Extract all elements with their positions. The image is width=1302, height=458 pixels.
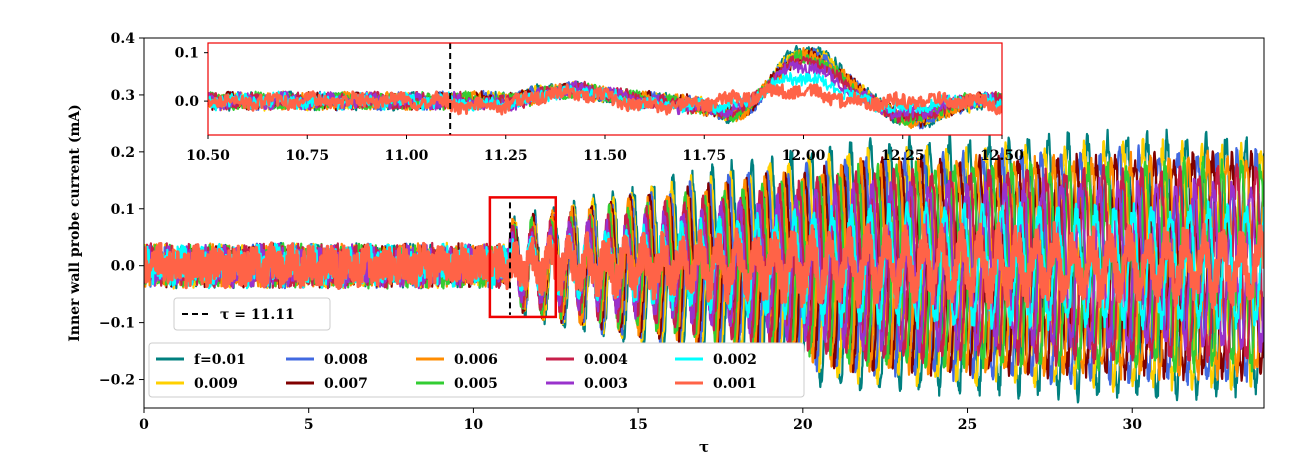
main-y-tick-label: −0.1: [99, 316, 135, 332]
inset-x-tick-label: 11.00: [385, 148, 429, 164]
inset-series-line: [208, 49, 1002, 126]
y-axis-label: Inner wall probe current (mA): [67, 104, 83, 342]
inset-x-tick-label: 11.25: [484, 148, 528, 164]
series-legend: f=0.01 0.009 0.008 0.007 0.006 0.005 0.004 0.00…: [148, 342, 805, 398]
main-x-tick-label: 0: [139, 417, 149, 433]
legend-label: 0.003: [584, 376, 628, 392]
inset-x-tick-label: 11.50: [583, 148, 627, 164]
main-y-tick-label: 0.3: [111, 88, 135, 104]
legend-label: 0.005: [454, 376, 498, 392]
inset-x-tick-label: 10.50: [186, 148, 230, 164]
legend-label: 0.007: [324, 376, 368, 392]
main-x-ticks: 0 5 10 15 20 25 30: [139, 408, 1142, 433]
legend-label: 0.002: [713, 352, 757, 368]
main-y-tick-label: 0.1: [111, 202, 135, 218]
x-axis-label: τ: [699, 438, 709, 456]
main-x-tick-label: 30: [1122, 417, 1142, 433]
main-plot-frame: [143, 37, 1265, 409]
main-y-tick-label: 0.2: [111, 145, 135, 161]
main-x-tick-label: 15: [628, 417, 647, 433]
legend-label: 0.008: [324, 352, 368, 368]
main-y-ticks: −0.2 −0.1 0.0 0.1 0.2 0.3 0.4: [99, 31, 144, 389]
main-x-tick-label: 10: [464, 417, 484, 433]
legend-label: 0.006: [454, 352, 498, 368]
inset-y-tick-label: 0.0: [175, 94, 200, 110]
legend-label: 0.001: [713, 376, 757, 392]
zoom-region-box: [488, 196, 558, 319]
main-series-line: [144, 176, 1264, 354]
main-x-tick-label: 5: [304, 417, 314, 433]
main-x-tick-label: 20: [793, 417, 813, 433]
main-y-tick-label: 0.0: [111, 259, 136, 275]
legend-label: f=0.01: [194, 352, 246, 368]
inset-series-group: [208, 45, 1002, 130]
threshold-legend: τ = 11.11: [173, 297, 331, 331]
inset-x-ticks: 10.50 10.75 11.00 11.25 11.50 11.75 12.00 12.25…: [186, 135, 1024, 164]
main-y-tick-label: −0.2: [99, 373, 135, 389]
inset-x-tick-label: 12.00: [782, 148, 826, 164]
inset-x-tick-label: 11.75: [682, 148, 726, 164]
threshold-legend-label: τ = 11.11: [220, 307, 295, 323]
legend-label: 0.004: [584, 352, 628, 368]
inset-y-ticks: 0.0 0.1: [175, 46, 208, 110]
main-y-tick-label: 0.4: [111, 31, 136, 47]
inset-series-line: [208, 82, 1002, 116]
main-x-tick-label: 25: [958, 417, 977, 433]
inset-plot-area: 10.50 10.75 11.00 11.25 11.50 11.75 12.00 12.25…: [175, 42, 1024, 164]
threshold-legend-box: [173, 297, 331, 331]
legend-label: 0.009: [194, 376, 238, 392]
inset-x-tick-label: 12.25: [881, 148, 925, 164]
main-series-line: [144, 221, 1264, 310]
main-series-group: [144, 128, 1264, 404]
inset-x-tick-label: 10.75: [285, 148, 329, 164]
inset-y-tick-label: 0.1: [175, 46, 199, 62]
inset-x-tick-label: 12.50: [980, 148, 1024, 164]
